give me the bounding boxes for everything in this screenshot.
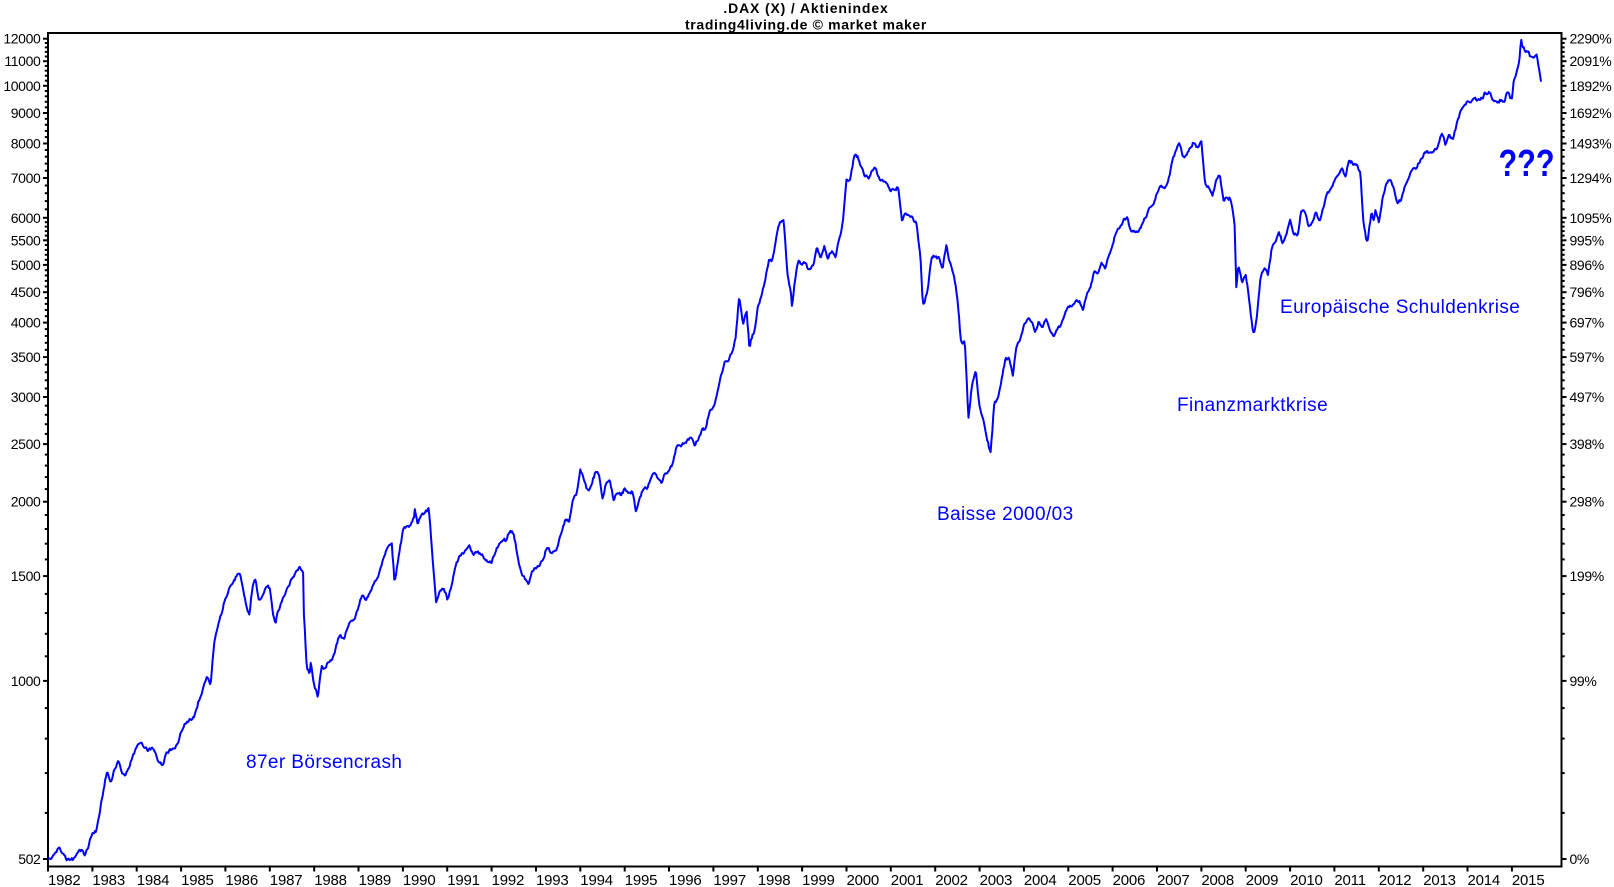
svg-text:1992: 1992 (492, 872, 525, 887)
svg-text:2005: 2005 (1068, 872, 1101, 887)
svg-text:2015: 2015 (1512, 872, 1545, 887)
svg-text:2500: 2500 (11, 436, 41, 452)
svg-text:1982: 1982 (48, 872, 81, 887)
svg-text:1998: 1998 (758, 872, 791, 887)
svg-text:1987: 1987 (270, 872, 303, 887)
svg-text:2007: 2007 (1157, 872, 1190, 887)
svg-text:10000: 10000 (3, 78, 41, 94)
svg-text:502: 502 (18, 851, 41, 867)
svg-text:99%: 99% (1570, 673, 1597, 689)
svg-text:0%: 0% (1570, 851, 1590, 867)
svg-text:1996: 1996 (669, 872, 702, 887)
svg-text:1892%: 1892% (1570, 78, 1612, 94)
svg-text:896%: 896% (1570, 257, 1604, 273)
svg-text:12000: 12000 (3, 31, 41, 47)
svg-text:4000: 4000 (11, 315, 41, 331)
svg-text:796%: 796% (1570, 284, 1604, 300)
svg-text:1294%: 1294% (1570, 170, 1612, 186)
svg-text:1994: 1994 (580, 872, 613, 887)
svg-text:6000: 6000 (11, 210, 41, 226)
svg-text:1989: 1989 (359, 872, 392, 887)
svg-text:2003: 2003 (980, 872, 1013, 887)
svg-text:2009: 2009 (1246, 872, 1279, 887)
svg-text:4500: 4500 (11, 284, 41, 300)
svg-text:2091%: 2091% (1570, 53, 1612, 69)
svg-text:???: ??? (1499, 143, 1555, 185)
svg-text:87er Börsencrash: 87er Börsencrash (246, 752, 402, 773)
svg-text:1985: 1985 (181, 872, 214, 887)
svg-text:2290%: 2290% (1570, 31, 1612, 47)
svg-text:1984: 1984 (137, 872, 170, 887)
svg-text:1000: 1000 (11, 673, 41, 689)
svg-text:9000: 9000 (11, 105, 41, 121)
svg-text:5500: 5500 (11, 232, 41, 248)
svg-text:2004: 2004 (1024, 872, 1057, 887)
svg-text:1983: 1983 (92, 872, 125, 887)
svg-text:1995: 1995 (625, 872, 658, 887)
svg-text:Europäische Schuldenkrise: Europäische Schuldenkrise (1280, 297, 1520, 318)
svg-text:2012: 2012 (1379, 872, 1412, 887)
svg-text:2011: 2011 (1334, 872, 1365, 887)
svg-text:697%: 697% (1570, 315, 1604, 331)
svg-text:398%: 398% (1570, 436, 1604, 452)
svg-text:1997: 1997 (713, 872, 746, 887)
svg-text:3000: 3000 (11, 389, 41, 405)
svg-text:1500: 1500 (11, 568, 41, 584)
svg-text:Baisse 2000/03: Baisse 2000/03 (937, 504, 1074, 525)
svg-text:2000: 2000 (847, 872, 880, 887)
svg-text:1993: 1993 (536, 872, 569, 887)
svg-text:597%: 597% (1570, 349, 1604, 365)
svg-text:2013: 2013 (1423, 872, 1456, 887)
svg-text:2000: 2000 (11, 494, 41, 510)
svg-text:995%: 995% (1570, 232, 1604, 248)
svg-text:11000: 11000 (4, 53, 41, 69)
svg-text:2014: 2014 (1468, 872, 1501, 887)
svg-text:298%: 298% (1570, 494, 1604, 510)
svg-text:199%: 199% (1570, 568, 1604, 584)
svg-text:1493%: 1493% (1570, 136, 1612, 152)
svg-text:Finanzmarktkrise: Finanzmarktkrise (1177, 395, 1328, 416)
svg-text:8000: 8000 (11, 136, 41, 152)
svg-text:2008: 2008 (1201, 872, 1234, 887)
svg-text:1095%: 1095% (1570, 210, 1612, 226)
svg-text:.DAX (X) / Aktienindex: .DAX (X) / Aktienindex (723, 0, 888, 16)
svg-text:1692%: 1692% (1570, 105, 1612, 121)
svg-text:1988: 1988 (314, 872, 347, 887)
svg-text:1999: 1999 (802, 872, 835, 887)
svg-text:2002: 2002 (935, 872, 968, 887)
svg-text:2006: 2006 (1113, 872, 1146, 887)
svg-text:1990: 1990 (403, 872, 436, 887)
svg-text:trading4living.de © market mak: trading4living.de © market maker (685, 17, 927, 33)
svg-text:5000: 5000 (11, 257, 41, 273)
svg-text:2001: 2001 (891, 872, 924, 887)
svg-text:2010: 2010 (1290, 872, 1323, 887)
svg-text:1991: 1991 (447, 872, 480, 887)
svg-text:497%: 497% (1570, 389, 1604, 405)
svg-text:1986: 1986 (225, 872, 258, 887)
svg-text:3500: 3500 (11, 349, 41, 365)
svg-text:7000: 7000 (11, 170, 41, 186)
